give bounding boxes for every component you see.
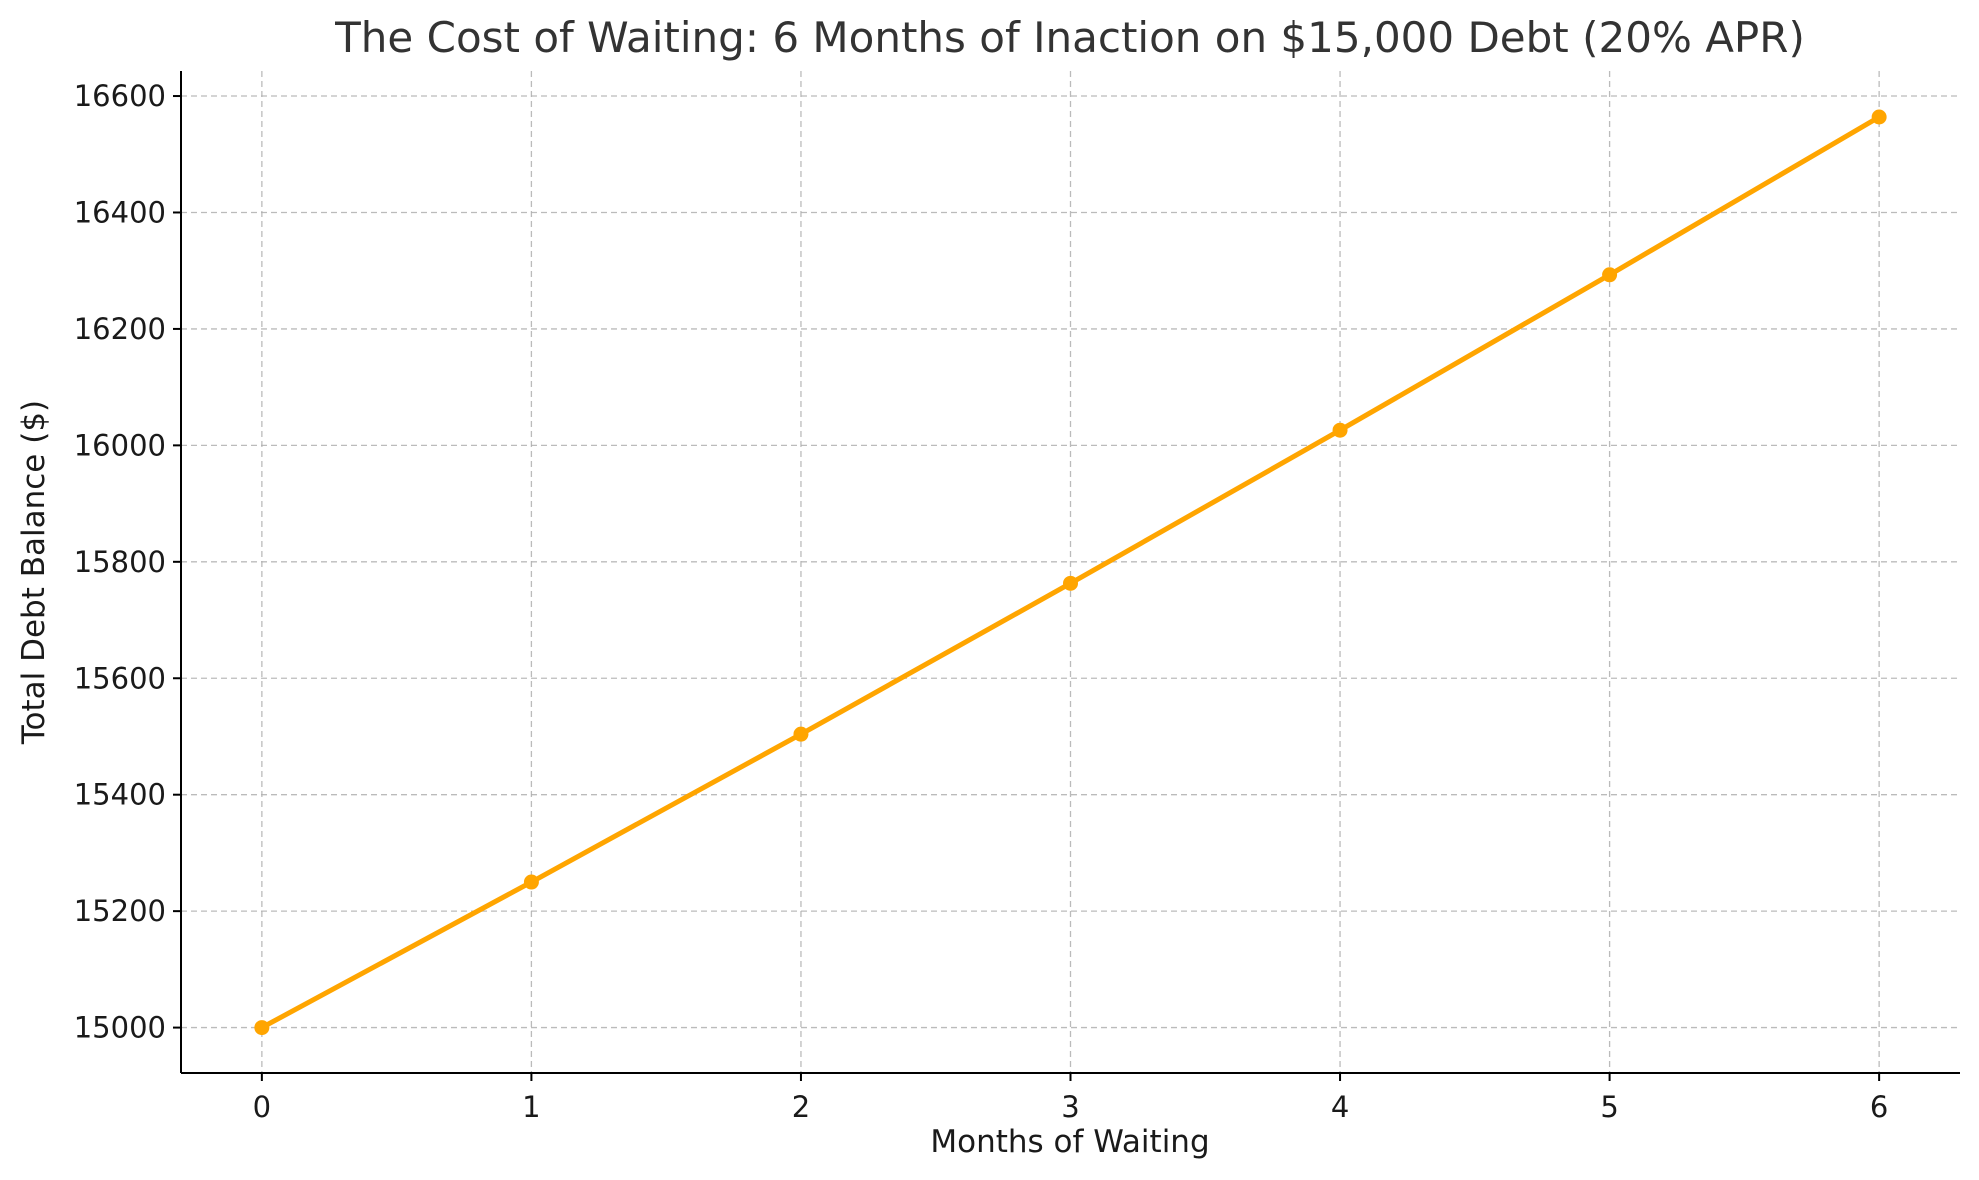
data-point xyxy=(1063,575,1078,591)
data-point xyxy=(1602,267,1618,283)
y-tick-label: 16200 xyxy=(74,312,166,346)
series xyxy=(254,109,1887,1036)
data-point xyxy=(523,874,539,890)
x-tick-label: 3 xyxy=(1061,1090,1079,1124)
x-tick-label: 4 xyxy=(1331,1090,1349,1124)
data-point xyxy=(1871,109,1887,125)
y-tick-label: 15600 xyxy=(74,661,166,695)
data-point xyxy=(1332,422,1348,438)
x-tick-label: 1 xyxy=(522,1090,540,1124)
y-tick-label: 15800 xyxy=(74,545,166,579)
x-axis-label: Months of Waiting xyxy=(930,1124,1209,1160)
y-tick-label: 15400 xyxy=(74,778,166,812)
data-point xyxy=(793,726,809,742)
y-tick-label: 15200 xyxy=(74,894,166,928)
x-tick-label: 0 xyxy=(253,1090,271,1124)
chart-title: The Cost of Waiting: 6 Months of Inactio… xyxy=(334,13,1805,62)
data-point xyxy=(254,1020,270,1036)
y-tick-label: 16000 xyxy=(74,428,166,462)
y-tick-label: 16600 xyxy=(74,79,166,113)
x-tick-label: 2 xyxy=(792,1090,810,1124)
y-tick-label: 15000 xyxy=(74,1011,166,1045)
y-tick-label: 16400 xyxy=(74,195,166,229)
x-tick-label: 6 xyxy=(1870,1090,1888,1124)
y-axis-label: Total Debt Balance ($) xyxy=(16,400,52,745)
grid xyxy=(181,71,1960,1073)
ticks: 0 1 2 3 4 5 6 15000 15200 15400 15600 15800 16000 162… xyxy=(74,79,1889,1124)
x-tick-label: 5 xyxy=(1600,1090,1618,1124)
